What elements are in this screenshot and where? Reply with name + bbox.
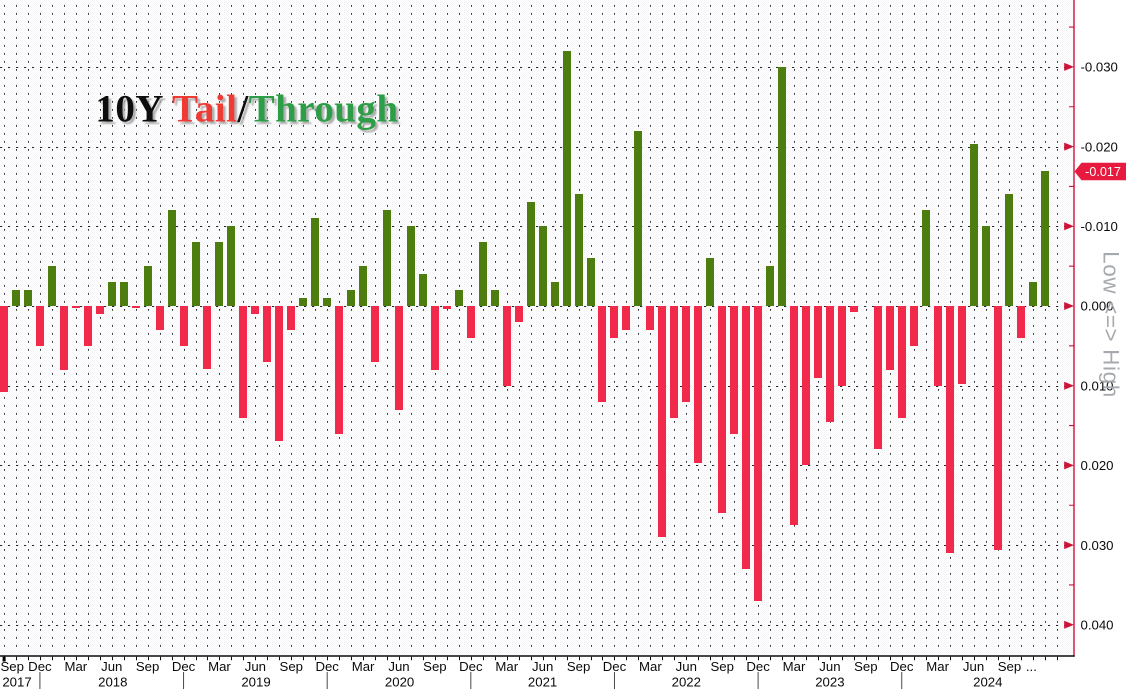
svg-text:Dec: Dec bbox=[459, 659, 483, 674]
svg-text:Dec: Dec bbox=[746, 659, 770, 674]
svg-text:Mar: Mar bbox=[639, 659, 662, 674]
svg-text:2019: 2019 bbox=[241, 675, 270, 690]
svg-text:0.040: 0.040 bbox=[1081, 618, 1114, 633]
svg-text:Sep: Sep bbox=[710, 659, 733, 674]
svg-text:0.020: 0.020 bbox=[1081, 458, 1114, 473]
svg-text:Low <=> High: Low <=> High bbox=[1099, 251, 1124, 398]
svg-text:Mar: Mar bbox=[495, 659, 518, 674]
svg-text:Dec: Dec bbox=[890, 659, 914, 674]
svg-text:2021: 2021 bbox=[528, 675, 557, 690]
svg-text:Jun: Jun bbox=[963, 659, 984, 674]
svg-text:Dec: Dec bbox=[315, 659, 339, 674]
svg-text:Jun: Jun bbox=[532, 659, 553, 674]
svg-text:0.010: 0.010 bbox=[1081, 378, 1114, 393]
svg-text:Sep: Sep bbox=[567, 659, 590, 674]
svg-text:Sep: Sep bbox=[998, 659, 1021, 674]
svg-text:...: ... bbox=[1026, 659, 1037, 674]
svg-text:Jun: Jun bbox=[819, 659, 840, 674]
svg-text:Dec: Dec bbox=[603, 659, 627, 674]
svg-text:2020: 2020 bbox=[385, 675, 414, 690]
svg-text:10Y Tail/Through: 10Y Tail/Through bbox=[95, 87, 398, 130]
svg-text:Jun: Jun bbox=[676, 659, 697, 674]
svg-text:2024: 2024 bbox=[973, 675, 1002, 690]
svg-text:-0.010: -0.010 bbox=[1081, 219, 1118, 234]
svg-text:Mar: Mar bbox=[208, 659, 231, 674]
svg-text:2017: 2017 bbox=[2, 675, 31, 690]
svg-text:Mar: Mar bbox=[926, 659, 949, 674]
svg-text:Sep: Sep bbox=[136, 659, 159, 674]
svg-text:Mar: Mar bbox=[352, 659, 375, 674]
svg-text:10Y Tail/Through: 10Y Tail/Through bbox=[98, 90, 401, 133]
svg-text:-0.020: -0.020 bbox=[1081, 139, 1118, 154]
svg-text:0.030: 0.030 bbox=[1081, 538, 1114, 553]
svg-text:Sep: Sep bbox=[854, 659, 877, 674]
svg-text:Sep: Sep bbox=[280, 659, 303, 674]
svg-text:Sep: Sep bbox=[1, 659, 24, 674]
svg-text:2023: 2023 bbox=[815, 675, 844, 690]
svg-text:-0.017: -0.017 bbox=[1085, 165, 1121, 179]
svg-text:-0.030: -0.030 bbox=[1081, 60, 1118, 75]
svg-text:Jun: Jun bbox=[101, 659, 122, 674]
svg-text:2018: 2018 bbox=[98, 675, 127, 690]
svg-text:2022: 2022 bbox=[672, 675, 701, 690]
svg-text:Mar: Mar bbox=[64, 659, 87, 674]
svg-text:Dec: Dec bbox=[28, 659, 52, 674]
svg-text:0.000: 0.000 bbox=[1081, 299, 1114, 314]
svg-text:Jun: Jun bbox=[245, 659, 266, 674]
svg-text:Mar: Mar bbox=[783, 659, 806, 674]
svg-text:Jun: Jun bbox=[388, 659, 409, 674]
svg-text:Sep: Sep bbox=[423, 659, 446, 674]
svg-text:Dec: Dec bbox=[172, 659, 196, 674]
